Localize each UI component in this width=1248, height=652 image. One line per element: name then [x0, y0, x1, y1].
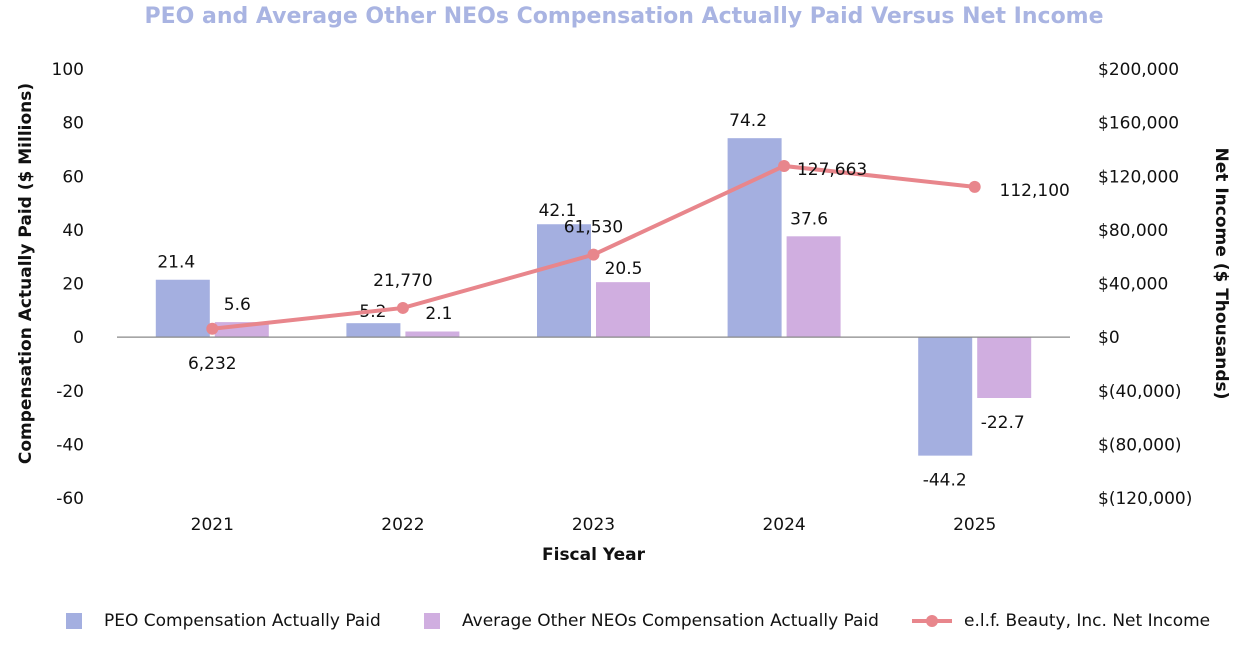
data-label-neo: 20.5 — [605, 259, 643, 279]
y2-tick-label: $(40,000) — [1098, 382, 1182, 402]
y-tick-label: -60 — [56, 489, 84, 509]
legend-label-peo: PEO Compensation Actually Paid — [104, 611, 381, 631]
bar-peo-2025 — [918, 337, 973, 456]
y-tick-label: -40 — [56, 435, 84, 455]
data-label-net-income: 21,770 — [373, 271, 432, 291]
data-label-neo: 5.6 — [224, 295, 251, 315]
y-tick-label: 80 — [62, 114, 84, 134]
net-income-point-2021 — [206, 322, 219, 335]
y-tick-label: 40 — [62, 221, 84, 241]
y2-tick-label: $(120,000) — [1098, 489, 1192, 509]
x-tick-label: 2021 — [191, 515, 234, 535]
y-tick-label: 20 — [62, 275, 84, 295]
bar-peo-2022 — [346, 323, 401, 338]
x-tick-label: 2024 — [762, 515, 805, 535]
legend-item-peo[interactable]: PEO Compensation Actually Paid — [66, 606, 381, 636]
y2-axis-title: Net Income ($ Thousands) — [1211, 148, 1231, 400]
legend-swatch-neo — [424, 613, 440, 629]
y-axis-title: Compensation Actually Paid ($ Millions) — [16, 83, 36, 464]
net-income-line — [212, 163, 975, 331]
bar-neo-2025 — [977, 337, 1032, 398]
x-tick-label: 2025 — [953, 515, 996, 535]
legend-swatch-peo — [66, 613, 82, 629]
bar-neo-2022 — [405, 331, 460, 338]
y-tick-label: 100 — [52, 60, 84, 80]
data-label-peo: 74.2 — [729, 111, 767, 131]
y2-tick-label: $80,000 — [1098, 221, 1168, 241]
y2-tick-label: $0 — [1098, 328, 1120, 348]
legend-label-net-income: e.l.f. Beauty, Inc. Net Income — [964, 611, 1211, 631]
data-label-peo: -44.2 — [923, 471, 967, 491]
y2-tick-label: $40,000 — [1098, 275, 1168, 295]
legend-swatch-net-income — [912, 613, 952, 629]
data-label-neo: -22.7 — [981, 413, 1025, 433]
x-tick-label: 2023 — [572, 515, 615, 535]
data-label-net-income: 112,100 — [1000, 181, 1070, 201]
legend-item-net-income[interactable]: e.l.f. Beauty, Inc. Net Income — [912, 606, 1210, 636]
y-tick-label: 60 — [62, 167, 84, 187]
y2-tick-label: $200,000 — [1098, 60, 1179, 80]
net-income-point-2023 — [587, 248, 600, 261]
net-income-point-2024 — [778, 159, 791, 172]
y2-tick-label: $(80,000) — [1098, 435, 1182, 455]
bar-peo-2023 — [537, 224, 591, 338]
bar-neo-2024 — [786, 236, 841, 338]
data-label-net-income: 127,663 — [797, 160, 867, 180]
data-label-peo: 21.4 — [157, 253, 195, 273]
chart-plot: 100 80 60 40 20 0 -20 -40 -60 $200,000 $160,000 $12… — [16, 60, 1231, 565]
data-label-peo: 42.1 — [539, 201, 577, 221]
bar-neo-2023 — [596, 282, 650, 338]
legend: PEO Compensation Actually Paid Average O… — [0, 606, 1248, 636]
x-axis-title: Fiscal Year — [542, 545, 646, 565]
data-label-net-income: 6,232 — [188, 354, 237, 374]
legend-item-neo[interactable]: Average Other NEOs Compensation Actually… — [424, 606, 879, 636]
y2-tick-label: $160,000 — [1098, 114, 1179, 134]
net-income-point-2025 — [968, 180, 981, 193]
x-tick-label: 2022 — [381, 515, 424, 535]
bar-peo-2024 — [727, 138, 782, 338]
bar-peo-2021 — [155, 279, 210, 338]
y2-tick-label: $120,000 — [1098, 167, 1179, 187]
y-tick-label: 0 — [73, 328, 84, 348]
legend-label-neo: Average Other NEOs Compensation Actually… — [462, 611, 879, 631]
data-label-net-income: 61,530 — [564, 218, 623, 238]
data-label-neo: 2.1 — [425, 304, 452, 324]
net-income-point-2022 — [396, 301, 409, 314]
y-tick-label: -20 — [56, 382, 84, 402]
data-label-neo: 37.6 — [790, 209, 828, 229]
chart-title: PEO and Average Other NEOs Compensation … — [144, 4, 1104, 29]
